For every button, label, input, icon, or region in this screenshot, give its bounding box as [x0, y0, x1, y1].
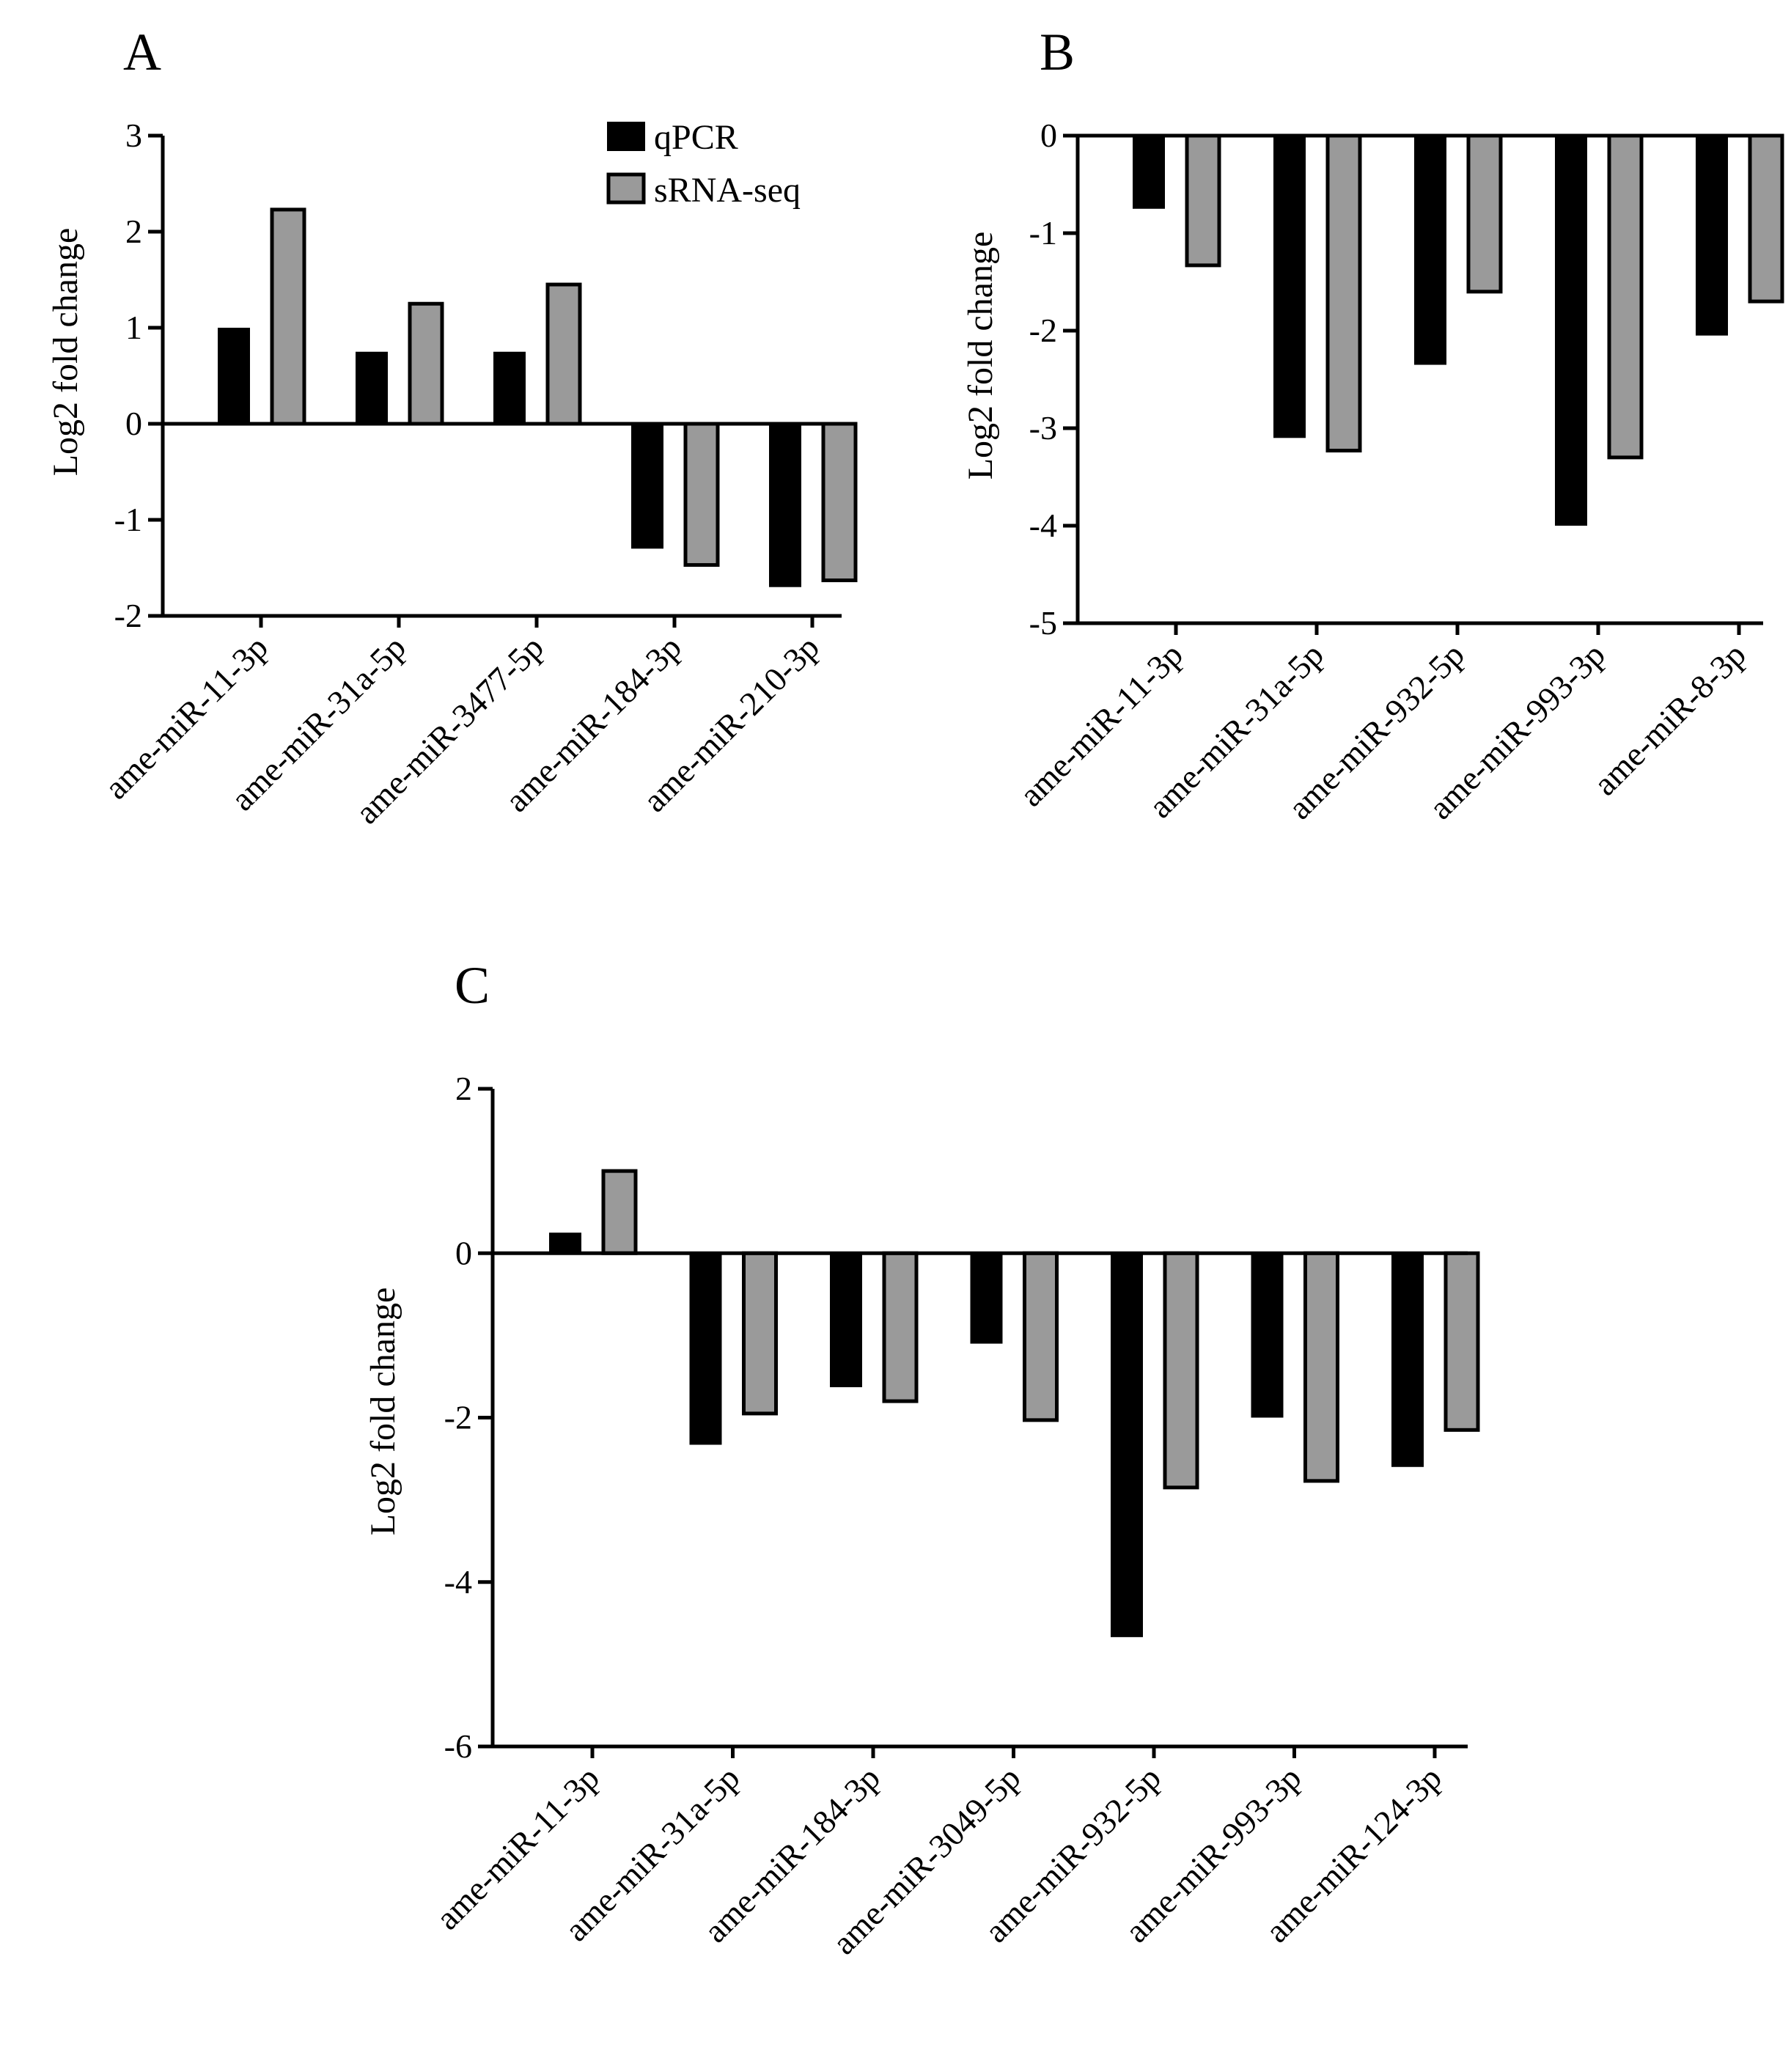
panel-a-bar-qpcr-1	[218, 328, 250, 424]
panel-a-bar-srna-seq-1	[270, 207, 306, 426]
legend: qPCR sRNA-seq	[606, 118, 801, 210]
legend-label-srna-seq: sRNA-seq	[654, 171, 801, 210]
panel-a-bar-qpcr-3	[493, 351, 526, 424]
panel-b-bar-qpcr-3	[1414, 136, 1446, 365]
panel-c-bar-qpcr-7	[1391, 1253, 1424, 1467]
panel-c-bar-srna-seq-5	[1163, 1251, 1199, 1490]
panel-b-bar-srna-seq-1	[1185, 133, 1221, 268]
panel-c-y-tick-label-4: -4	[444, 1563, 472, 1601]
panel-a-y-tick-label-1: 3	[125, 117, 142, 154]
panel-a-bar-srna-seq-4	[683, 422, 720, 567]
panel-b-bar-qpcr-2	[1273, 136, 1306, 438]
panel-c-bar-qpcr-2	[689, 1253, 722, 1445]
panel-b-y-tick-label-6: -5	[1029, 604, 1057, 642]
panel-c-bar-qpcr-3	[830, 1253, 862, 1388]
panel-c-bar-srna-seq-3	[882, 1251, 919, 1403]
panel-b-y-tick-label-2: -1	[1029, 214, 1057, 251]
panel-c-letter: C	[455, 956, 490, 1015]
panel-a-y-tick-label-6: -2	[114, 597, 142, 634]
panel-c-bar-srna-seq-7	[1444, 1251, 1480, 1432]
panel-b-y-tick-label-3: -2	[1029, 312, 1057, 349]
panel-b-y-tick-label-1: 0	[1040, 117, 1057, 154]
legend-label-qpcr: qPCR	[654, 118, 738, 157]
panel-b-letter: B	[1040, 23, 1075, 81]
panel-b-bar-srna-seq-4	[1607, 133, 1644, 460]
panel-b-bar-qpcr-5	[1696, 136, 1728, 336]
panel-c-y-tick-label-5: -6	[444, 1727, 472, 1765]
panel-a-bar-qpcr-4	[631, 424, 663, 549]
panel-c-bar-qpcr-4	[970, 1253, 1003, 1344]
panel-c-y-tick-label-1: 2	[455, 1070, 472, 1107]
panel-c-bar-srna-seq-6	[1303, 1251, 1339, 1483]
panel-a-y-tick-label-2: 2	[125, 213, 142, 250]
panel-a-bar-srna-seq-2	[408, 301, 444, 426]
panel-a-letter: A	[123, 23, 161, 81]
panel-a-y-tick-label-4: 0	[125, 405, 142, 442]
panel-b-bar-qpcr-4	[1555, 136, 1587, 526]
panel-a-y-axis-title: Log2 fold change	[46, 228, 85, 477]
panel-b-bar-srna-seq-3	[1466, 133, 1503, 294]
panel-c-bar-srna-seq-1	[601, 1169, 638, 1255]
panel-c-y-axis-title: Log2 fold change	[364, 1287, 402, 1536]
panel-a-bar-qpcr-2	[356, 351, 388, 424]
panel-c-bar-qpcr-6	[1251, 1253, 1284, 1418]
panel-c-y-tick-label-2: 0	[455, 1234, 472, 1271]
panel-a-bar-srna-seq-3	[545, 282, 582, 426]
panel-a-bar-qpcr-5	[769, 424, 801, 587]
panel-b-bar-qpcr-1	[1133, 136, 1165, 209]
panel-c-y-tick-label-3: -2	[444, 1399, 472, 1436]
panel-b-y-tick-label-5: -4	[1029, 507, 1057, 544]
panel-b-y-tick-label-4: -3	[1029, 409, 1057, 447]
legend-swatch-srna-seq	[606, 172, 646, 205]
panel-c-bar-qpcr-5	[1111, 1253, 1143, 1637]
panel-a-bar-srna-seq-5	[821, 422, 858, 583]
panel-c-bar-srna-seq-4	[1023, 1251, 1059, 1422]
panel-b-bar-srna-seq-2	[1325, 133, 1362, 453]
panel-a-y-tick-label-5: -1	[114, 501, 142, 538]
panel-a-y-tick-label-3: 1	[125, 309, 142, 346]
panel-b-bar-srna-seq-5	[1748, 133, 1784, 304]
legend-swatch-qpcr	[607, 122, 645, 151]
panel-b-y-axis-title: Log2 fold change	[961, 232, 1000, 480]
panel-c-bar-qpcr-1	[549, 1232, 581, 1254]
panel-c-bar-srna-seq-2	[742, 1251, 778, 1416]
